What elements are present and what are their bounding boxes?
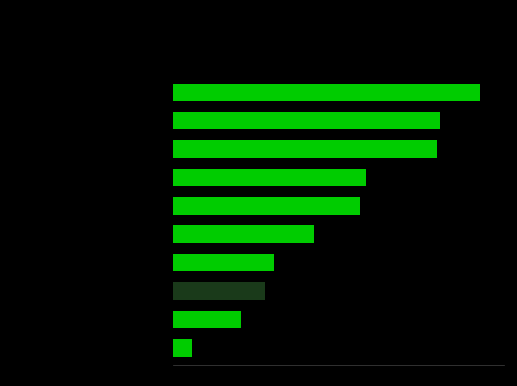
Bar [173,112,440,129]
Bar [173,169,366,186]
Bar [173,140,437,158]
Bar [173,225,314,243]
Bar [173,282,265,300]
Bar [173,254,275,271]
Bar [173,197,360,215]
Bar [173,339,192,357]
Bar [173,311,240,328]
Bar [173,83,480,101]
